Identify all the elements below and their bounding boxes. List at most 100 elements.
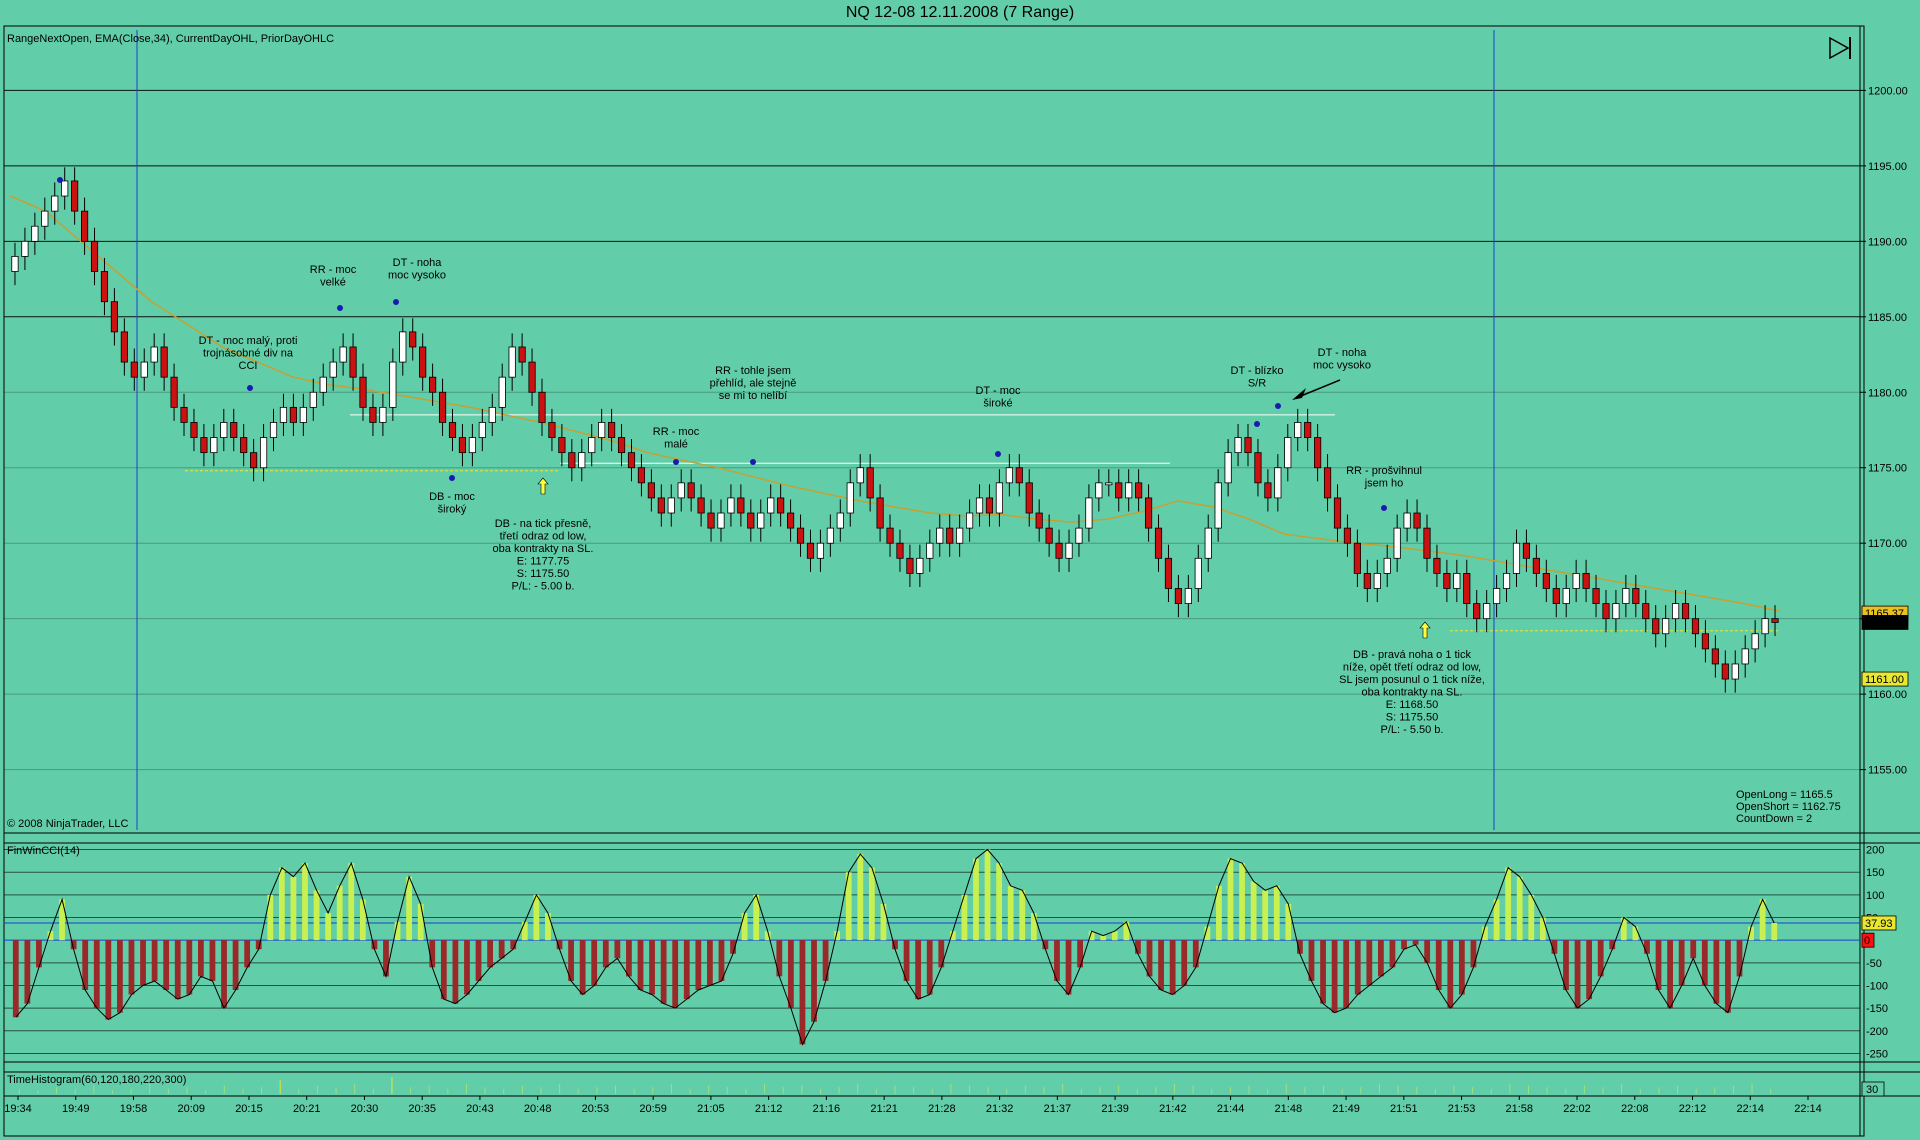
cci-tick-label: 200 bbox=[1866, 845, 1884, 857]
candle-body bbox=[538, 391, 546, 423]
signal-dot bbox=[393, 299, 399, 305]
next-bar-icon[interactable] bbox=[1826, 36, 1852, 60]
time-axis: 19:34 19:49 19:58 20:09 20:15 20:21 20:30 20:35… bbox=[4, 1096, 1822, 1115]
candle-body bbox=[110, 301, 118, 333]
candle-body bbox=[1383, 557, 1391, 574]
candle-body bbox=[448, 422, 457, 438]
candle-body bbox=[1363, 572, 1371, 589]
candle-body bbox=[269, 422, 278, 438]
candle-body bbox=[995, 482, 1003, 514]
candle-body bbox=[180, 406, 188, 423]
candle-body bbox=[90, 240, 99, 272]
signal-dot bbox=[1381, 505, 1387, 511]
up-arrow-icon bbox=[1419, 621, 1431, 639]
open-long-stat: OpenLong = 1165.5 bbox=[1736, 789, 1833, 801]
candle-body bbox=[1632, 588, 1640, 604]
time-tick-label: 20:15 bbox=[235, 1103, 263, 1115]
price-tick-label: 1155.00 bbox=[1868, 765, 1907, 777]
candle-body bbox=[578, 452, 586, 469]
time-tick-label: 19:34 bbox=[4, 1103, 32, 1115]
cci-value-badge bbox=[1861, 915, 1897, 931]
candle-body bbox=[1224, 452, 1232, 484]
annotation-text: DT - noha moc vysoko bbox=[1313, 347, 1371, 372]
candle-body bbox=[637, 467, 646, 484]
candle-body bbox=[1154, 527, 1163, 559]
cci-tick-label: 150 bbox=[1866, 867, 1884, 879]
signal-dot bbox=[995, 451, 1001, 457]
candle-body bbox=[1413, 512, 1421, 529]
annotation-text: DB - na tick přesně, třetí odraz od low, o… bbox=[493, 518, 594, 593]
candle-body bbox=[309, 391, 317, 408]
candle-body bbox=[1721, 663, 1729, 680]
candle-body bbox=[369, 406, 377, 423]
annotation-text: DB - moc široký bbox=[429, 491, 475, 516]
cci-zero-badge bbox=[1861, 932, 1875, 948]
time-tick-label: 21:53 bbox=[1448, 1103, 1476, 1115]
open-short-stat: OpenShort = 1162.75 bbox=[1736, 801, 1841, 813]
candle-body bbox=[488, 406, 496, 423]
price-badge-label: 1164.75 bbox=[1865, 617, 1904, 629]
candle-body bbox=[1015, 467, 1023, 484]
candle-body bbox=[468, 437, 476, 454]
candle-body bbox=[289, 406, 297, 423]
candle-body bbox=[1115, 482, 1123, 499]
candle-body bbox=[757, 512, 765, 529]
candle-body bbox=[1294, 422, 1302, 438]
candle-body bbox=[886, 527, 894, 544]
candle-body bbox=[1035, 512, 1043, 529]
candle-body bbox=[41, 210, 49, 227]
candle-body bbox=[230, 422, 238, 438]
time-tick-label: 22:12 bbox=[1679, 1103, 1707, 1115]
candle-body bbox=[359, 376, 367, 408]
candle-body bbox=[1135, 482, 1143, 499]
candle-body bbox=[985, 497, 994, 514]
candle-body bbox=[190, 422, 198, 438]
candle-body bbox=[1005, 467, 1013, 484]
cci-indicator-label: FinWinCCI(14) bbox=[7, 845, 80, 857]
candle-body bbox=[667, 497, 675, 514]
candle-body bbox=[1264, 482, 1272, 499]
candle-body bbox=[1672, 603, 1680, 620]
candle-body bbox=[1055, 542, 1063, 559]
candle-body bbox=[200, 437, 208, 454]
candle-body bbox=[1214, 482, 1222, 529]
candle-body bbox=[80, 210, 89, 242]
candle-body bbox=[130, 361, 138, 378]
price-indicators-label: RangeNextOpen, EMA(Close,34), CurrentDay… bbox=[7, 33, 334, 45]
candle-body bbox=[1463, 572, 1471, 604]
time-tick-label: 21:39 bbox=[1101, 1103, 1129, 1115]
candles bbox=[11, 167, 1779, 693]
candle-body bbox=[399, 331, 407, 363]
candle-body bbox=[1304, 422, 1312, 438]
candle-body bbox=[1592, 588, 1600, 604]
candle-body bbox=[1333, 497, 1342, 529]
candle-body bbox=[21, 240, 29, 257]
annotation-text: RR - moc velké bbox=[310, 264, 357, 289]
time-tick-label: 20:53 bbox=[582, 1103, 610, 1115]
candle-body bbox=[796, 527, 805, 544]
candle-body bbox=[806, 542, 815, 559]
candle-body bbox=[329, 361, 337, 378]
candle-body bbox=[1174, 588, 1182, 604]
signal-dot bbox=[57, 177, 63, 183]
candle-body bbox=[259, 437, 268, 469]
candle-body bbox=[1512, 542, 1521, 574]
time-tick-label: 20:09 bbox=[177, 1103, 205, 1115]
time-tick-label: 22:08 bbox=[1621, 1103, 1649, 1115]
candle-body bbox=[1473, 603, 1481, 620]
cci-value-label: 37.93 bbox=[1865, 918, 1893, 930]
ema-polyline bbox=[9, 195, 1781, 612]
candle-body bbox=[1681, 603, 1690, 620]
candle-body bbox=[220, 422, 228, 438]
candle-body bbox=[826, 527, 834, 544]
candle-body bbox=[508, 346, 516, 378]
signal-dot bbox=[1275, 403, 1281, 409]
candle-body bbox=[777, 497, 785, 514]
time-histogram-panel: 30 bbox=[18, 1077, 1885, 1097]
candle-body bbox=[916, 557, 924, 574]
candle-body bbox=[1065, 542, 1073, 559]
signal-dot bbox=[1254, 421, 1260, 427]
candle-body bbox=[936, 527, 944, 544]
time-tick-label: 21:32 bbox=[986, 1103, 1014, 1115]
